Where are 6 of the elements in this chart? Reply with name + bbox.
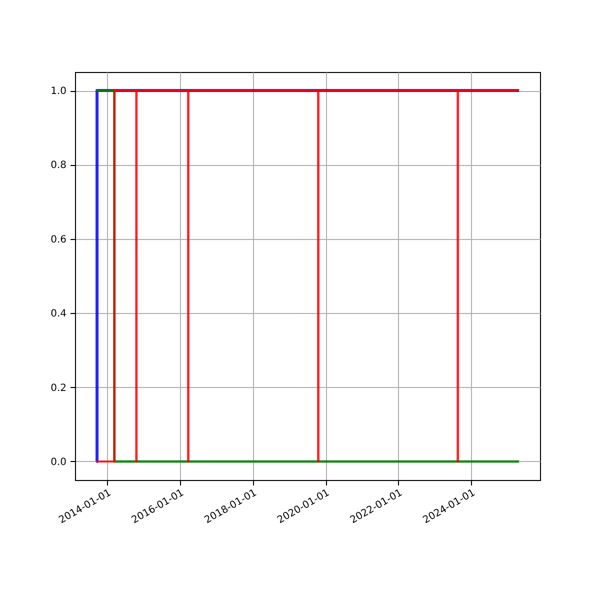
y-tick-label: 0.0 xyxy=(50,456,66,468)
y-tick-label: 0.2 xyxy=(50,382,66,394)
y-tick-label: 0.8 xyxy=(50,160,66,172)
y-tick-label: 1.0 xyxy=(50,86,66,98)
y-tick-label: 0.6 xyxy=(50,234,66,246)
y-tick-label: 0.4 xyxy=(50,308,66,320)
